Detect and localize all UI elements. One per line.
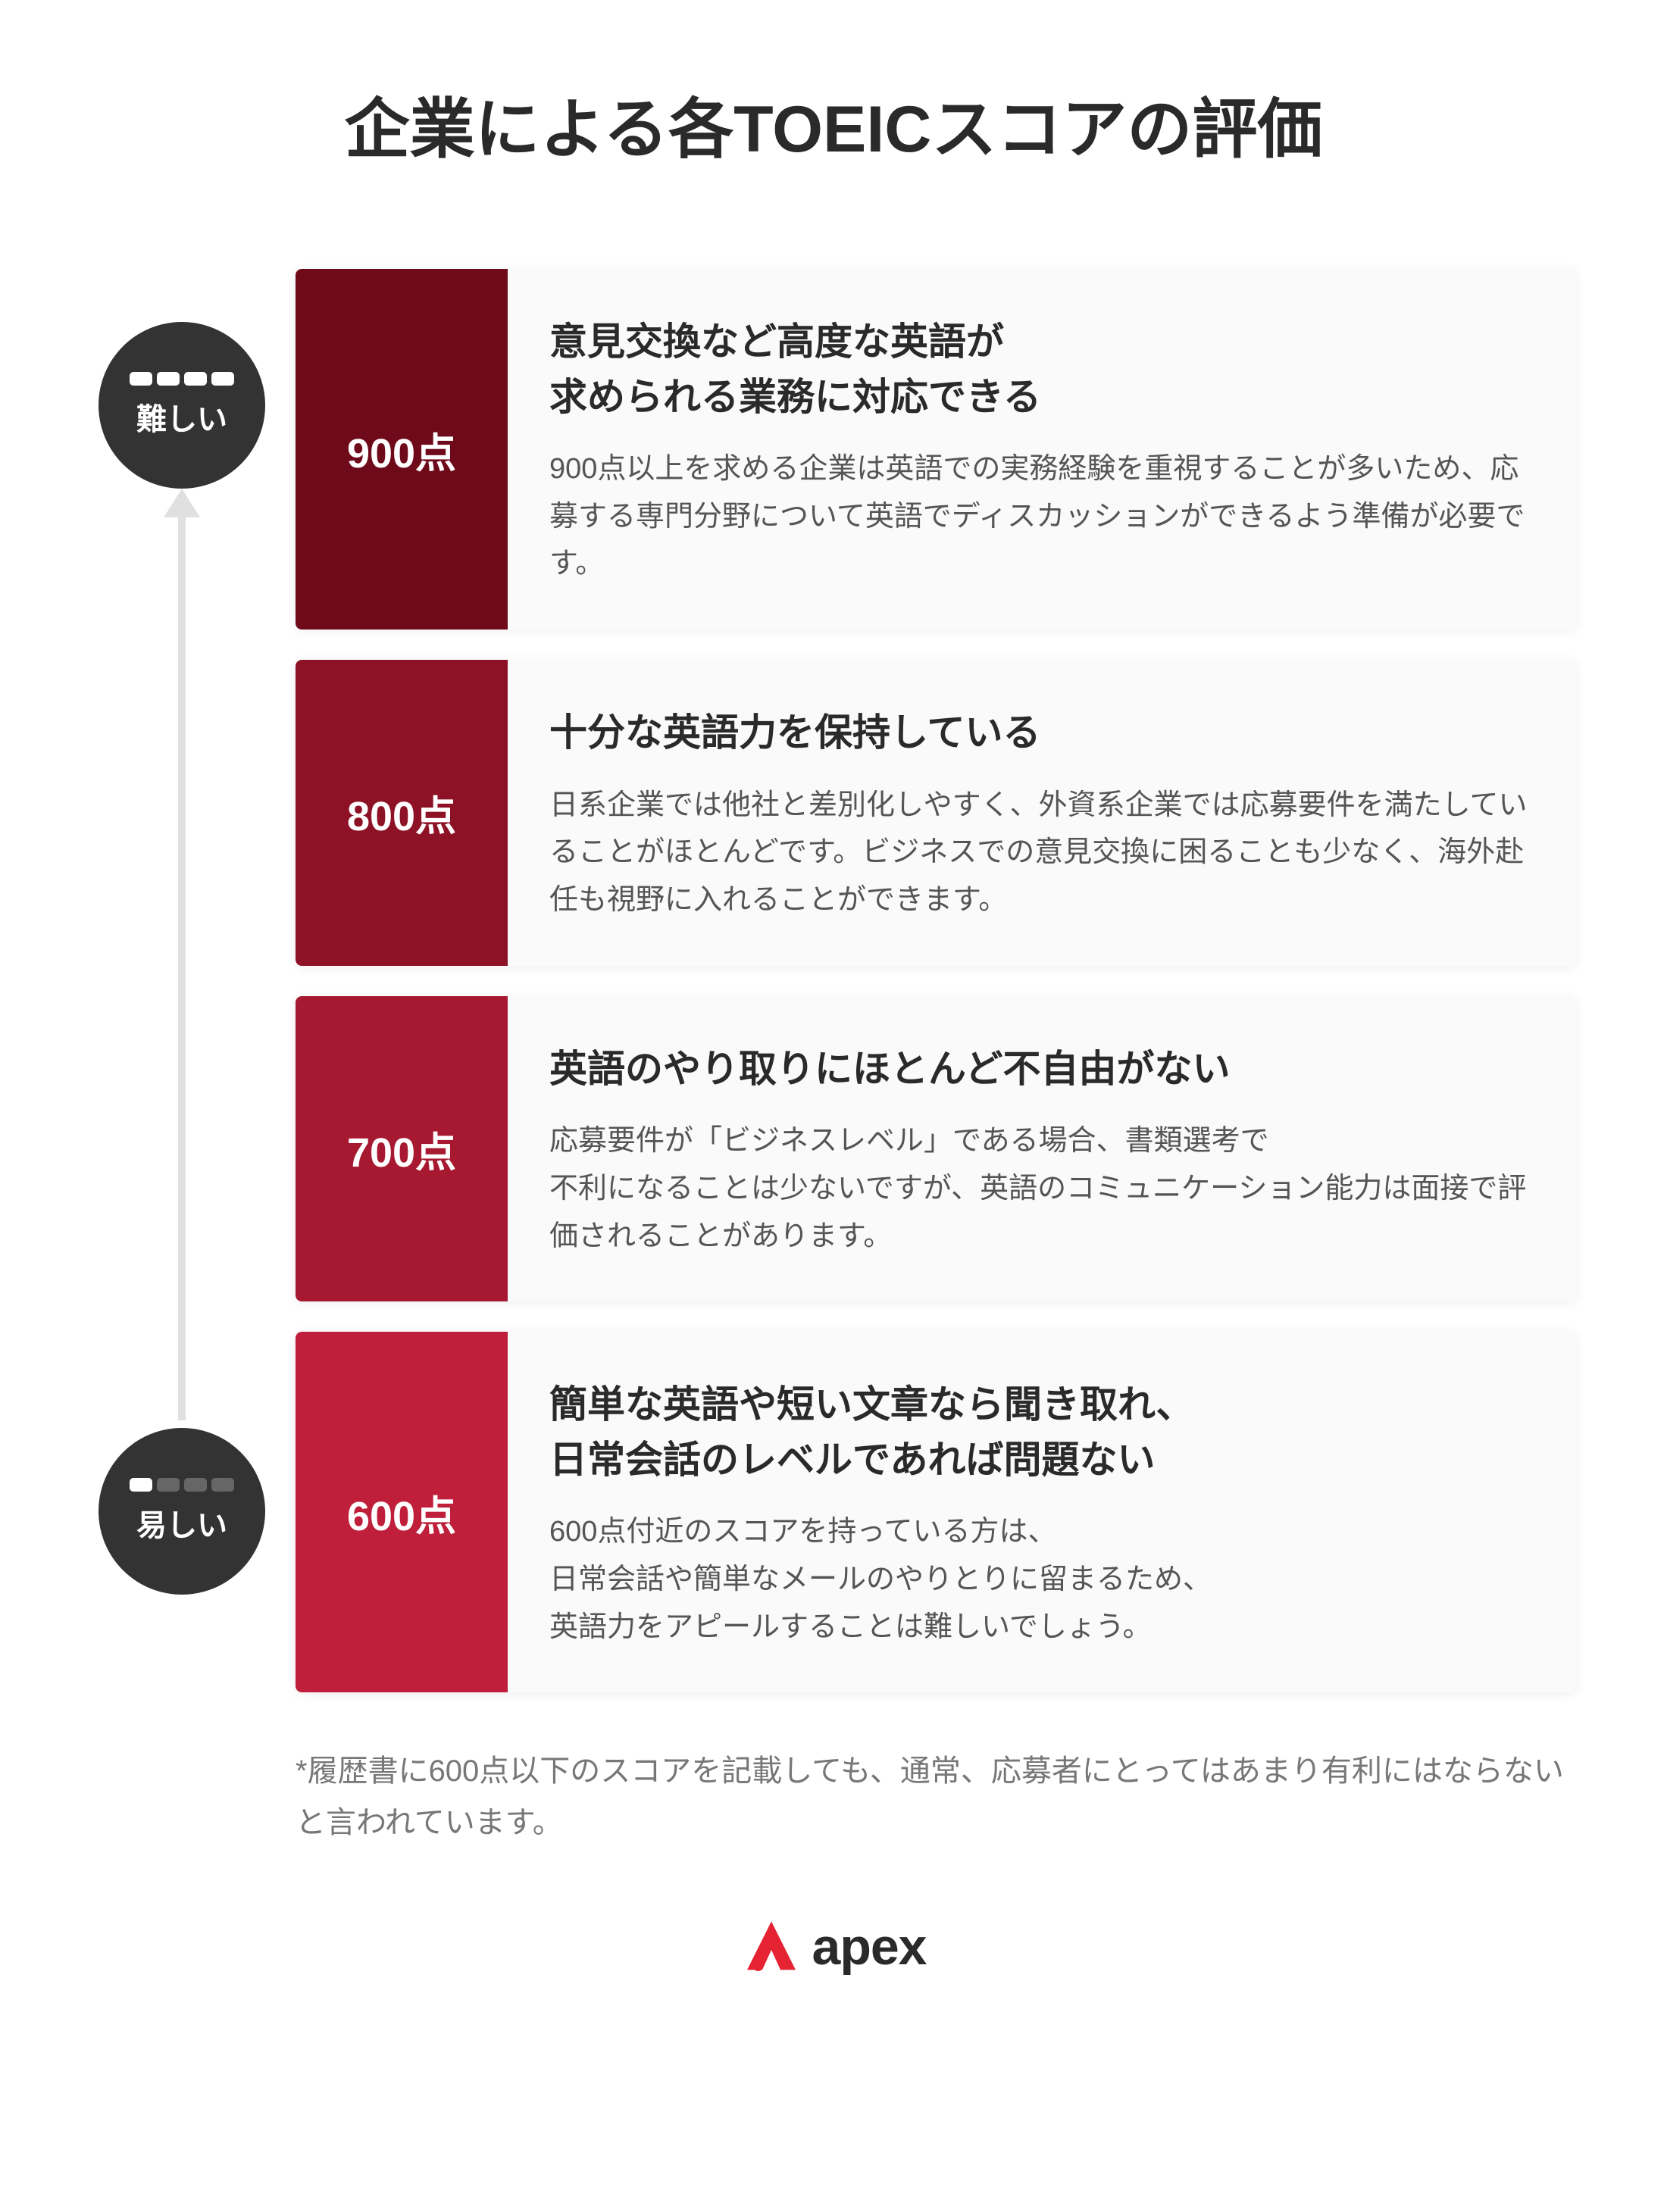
card-heading: 英語のやり取りにほとんど不自由がない [549,1042,1534,1097]
logo-text: apex [812,1917,927,1976]
card-content: 簡単な英語や短い文章なら聞き取れ、日常会話のレベルであれば問題ない 600点付近… [508,1332,1576,1692]
card-list: 900点 意見交換など高度な英語が求められる業務に対応できる 900点以上を求め… [296,269,1576,1692]
page-title: 企業による各TOEICスコアの評価 [91,76,1576,170]
score-card-900: 900点 意見交換など高度な英語が求められる業務に対応できる 900点以上を求め… [296,269,1576,630]
card-body: 900点以上を求める企業は英語での実務経験を重視することが多いため、応募する専門… [549,445,1534,588]
difficulty-easy-label: 易しい [136,1501,227,1545]
difficulty-easy-badge: 易しい [99,1428,265,1595]
difficulty-hard-label: 難しい [136,395,227,439]
logo-mark-icon [741,1917,802,1977]
card-body: 600点付近のスコアを持っている方は、日常会話や簡単なメールのやりとりに留まるた… [549,1508,1534,1651]
logo: apex [91,1917,1576,1977]
score-card-700: 700点 英語のやり取りにほとんど不自由がない 応募要件が「ビジネスレベル」であ… [296,996,1576,1302]
score-block: 800点 [296,660,508,966]
score-card-600: 600点 簡単な英語や短い文章なら聞き取れ、日常会話のレベルであれば問題ない 6… [296,1332,1576,1692]
signal-bars-hard-icon [130,372,234,386]
score-block: 600点 [296,1332,508,1692]
main-content: 難しい 易しい 900点 意見交換など高度な英語が求められる業務に対応できる 9… [91,269,1576,1692]
score-card-800: 800点 十分な英語力を保持している 日系企業では他社と差別化しやすく、外資系企… [296,660,1576,966]
footnote-text: *履歴書に600点以下のスコアを記載しても、通常、応募者にとってはあまり有利には… [296,1745,1576,1848]
score-block: 700点 [296,996,508,1302]
arrow-line [178,496,186,1420]
card-content: 意見交換など高度な英語が求められる業務に対応できる 900点以上を求める企業は英… [508,269,1576,630]
card-body: 応募要件が「ビジネスレベル」である場合、書類選考で不利になることは少ないですが、… [549,1117,1534,1260]
card-body: 日系企業では他社と差別化しやすく、外資系企業では応募要件を満たしていることがほと… [549,782,1534,924]
card-heading: 意見交換など高度な英語が求められる業務に対応できる [549,314,1534,424]
difficulty-rail: 難しい 易しい [91,269,273,1692]
score-block: 900点 [296,269,508,630]
card-content: 英語のやり取りにほとんど不自由がない 応募要件が「ビジネスレベル」である場合、書… [508,996,1576,1302]
card-heading: 十分な英語力を保持している [549,705,1534,761]
card-content: 十分な英語力を保持している 日系企業では他社と差別化しやすく、外資系企業では応募… [508,660,1576,966]
card-heading: 簡単な英語や短い文章なら聞き取れ、日常会話のレベルであれば問題ない [549,1377,1534,1487]
difficulty-hard-badge: 難しい [99,322,265,489]
signal-bars-easy-icon [130,1478,234,1492]
